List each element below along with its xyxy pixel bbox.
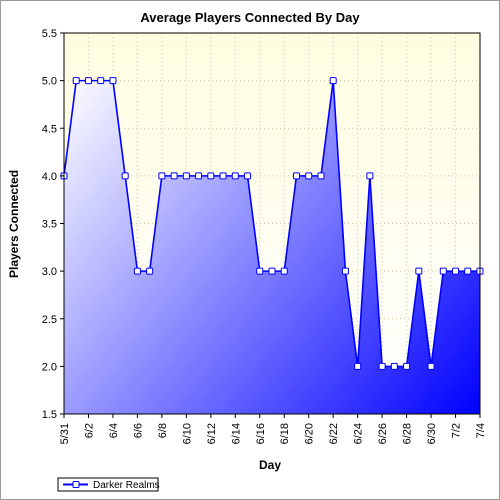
legend: Darker Realms [57,477,160,492]
data-point [256,267,264,275]
legend-swatch-marker [72,481,80,488]
data-point [439,267,447,275]
data-point [378,362,386,370]
legend-label: Darker Realms [93,480,160,491]
chart-title: Average Players Connected By Day [140,10,360,25]
x-tick-label: 6/30 [426,423,438,444]
data-point [317,172,325,180]
data-point [292,172,300,180]
x-tick-label: 6/2 [83,423,95,438]
data-point [452,267,460,275]
data-point [72,77,80,85]
data-point [158,172,166,180]
x-tick-label: 6/28 [402,423,414,444]
data-point [403,362,411,370]
x-tick-label: 6/16 [255,423,267,444]
data-point [366,172,374,180]
data-point [415,267,423,275]
x-tick-label: 6/8 [157,423,169,438]
data-point [146,267,154,275]
data-point [329,77,337,85]
x-tick-label: 6/4 [108,423,120,438]
legend-box [57,477,159,492]
data-point [244,172,252,180]
data-point [268,267,276,275]
y-tick-label: 5.5 [42,28,57,40]
y-tick-label: 4.5 [42,123,57,135]
x-tick-label: 6/6 [132,423,144,438]
x-tick-label: 6/10 [181,423,193,444]
data-point [354,362,362,370]
y-tick-label: 2.0 [42,361,57,373]
data-point [109,77,117,85]
x-axis-ticks: 5/31 6/2 6/4 6/6 6/8 6/10 6/12 6/14 6/16 6/18 6/20… [59,414,487,444]
y-axis-label: Players Connected [7,170,21,278]
data-point [305,172,313,180]
x-tick-label: 6/24 [353,423,365,444]
x-tick-label: 6/12 [206,423,218,444]
data-point [182,172,190,180]
data-point [133,267,141,275]
y-tick-label: 5.0 [42,76,57,88]
y-axis-ticks: 1.5 2.0 2.5 3.0 3.5 4.0 4.5 5.0 5.5 [42,28,64,421]
data-point [170,172,178,180]
data-point [280,267,288,275]
data-point [231,172,239,180]
data-point [390,362,398,370]
data-point [84,77,92,85]
x-tick-label: 7/2 [451,423,463,438]
x-tick-label: 6/22 [328,423,340,444]
data-point [427,362,435,370]
data-point [464,267,472,275]
series-area [64,80,480,414]
x-tick-label: 5/31 [59,423,71,444]
data-point [341,267,349,275]
x-tick-label: 7/4 [475,423,487,438]
y-tick-label: 1.5 [42,409,57,421]
area-layer [60,77,484,414]
x-tick-label: 6/14 [230,423,242,444]
y-tick-label: 3.0 [42,266,57,278]
data-point [97,77,105,85]
data-point [219,172,227,180]
y-tick-label: 2.5 [42,314,57,326]
x-tick-label: 6/26 [377,423,389,444]
data-point [207,172,215,180]
y-tick-label: 4.0 [42,171,57,183]
x-tick-label: 6/18 [279,423,291,444]
data-point [195,172,203,180]
x-tick-label: 6/20 [304,423,316,444]
x-axis-label: Day [259,458,281,472]
data-point [121,172,129,180]
y-tick-label: 3.5 [42,219,57,231]
